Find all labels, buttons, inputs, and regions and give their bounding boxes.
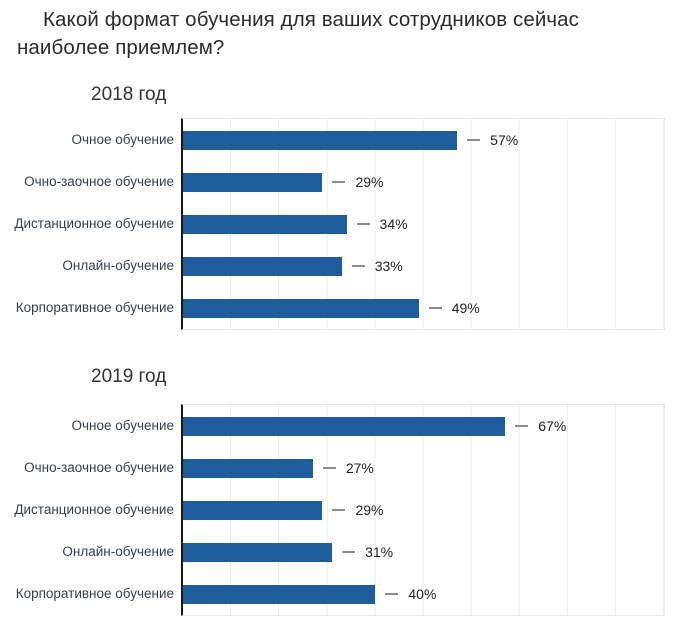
category-label: Онлайн-обучение [62, 543, 174, 559]
value-label: 49% [451, 300, 480, 316]
value-label: 57% [490, 132, 519, 148]
category-axis-2019: Очное обучение Очно-заочное обучение Диста… [0, 404, 174, 614]
category-label: Онлайн-обучение [62, 257, 174, 273]
callout-dash [332, 509, 346, 511]
bar-row: 29% [183, 161, 664, 203]
bar-chart-2019: 67% 27% 29% 31% 40% [181, 404, 665, 616]
bar-row: 67% [183, 405, 664, 447]
bar [183, 500, 323, 520]
bar [183, 172, 323, 192]
chart-title-2019: 2019 год [91, 366, 167, 387]
bar [183, 584, 376, 604]
category-label: Корпоративное обучение [15, 299, 174, 315]
value-label: 40% [408, 586, 437, 602]
value-label: 27% [345, 460, 374, 476]
bar-row: 40% [183, 573, 664, 615]
category-label: Очно-заочное обучение [24, 173, 174, 189]
bar-chart-2018: 57% 29% 34% 33% 49% [181, 118, 665, 330]
callout-dash [515, 425, 529, 427]
chart-title-2018: 2018 год [91, 84, 167, 105]
bar-row: 31% [183, 531, 664, 573]
category-label: Очное обучение [71, 131, 175, 147]
bar [183, 542, 333, 562]
callout-dash [351, 265, 365, 267]
value-label: 67% [538, 418, 567, 434]
callout-dash [356, 223, 370, 225]
category-label: Дистанционное обучение [14, 501, 174, 517]
page-title-line-2: наиболее приемлем? [17, 36, 225, 59]
bar-row: 29% [183, 489, 664, 531]
bar [183, 416, 506, 436]
value-label: 29% [355, 502, 384, 518]
value-label: 29% [355, 174, 384, 190]
page-title: Какой формат обучения для ваших сотрудни… [17, 6, 667, 62]
category-label: Очное обучение [71, 417, 175, 433]
bar [183, 458, 313, 478]
callout-dash [342, 551, 356, 553]
value-label: 31% [365, 544, 394, 560]
category-axis-2018: Очное обучение Очно-заочное обучение Диста… [0, 118, 174, 328]
bar [183, 298, 419, 318]
bar [183, 256, 342, 276]
bar-row: 34% [183, 203, 664, 245]
bar-row: 57% [183, 119, 664, 161]
callout-dash [332, 181, 346, 183]
bar [183, 130, 458, 150]
value-label: 34% [379, 216, 408, 232]
bar-row: 27% [183, 447, 664, 489]
callout-dash [322, 467, 336, 469]
callout-dash [467, 139, 481, 141]
category-label: Корпоративное обучение [15, 585, 174, 601]
value-label: 33% [374, 258, 403, 274]
category-label: Очно-заочное обучение [24, 459, 174, 475]
category-label: Дистанционное обучение [14, 215, 174, 231]
callout-dash [385, 593, 399, 595]
bar-row: 33% [183, 245, 664, 287]
callout-dash [428, 307, 442, 309]
page-title-line-1: Какой формат обучения для ваших сотрудни… [43, 8, 580, 31]
bar-row: 49% [183, 287, 664, 329]
bar [183, 214, 347, 234]
